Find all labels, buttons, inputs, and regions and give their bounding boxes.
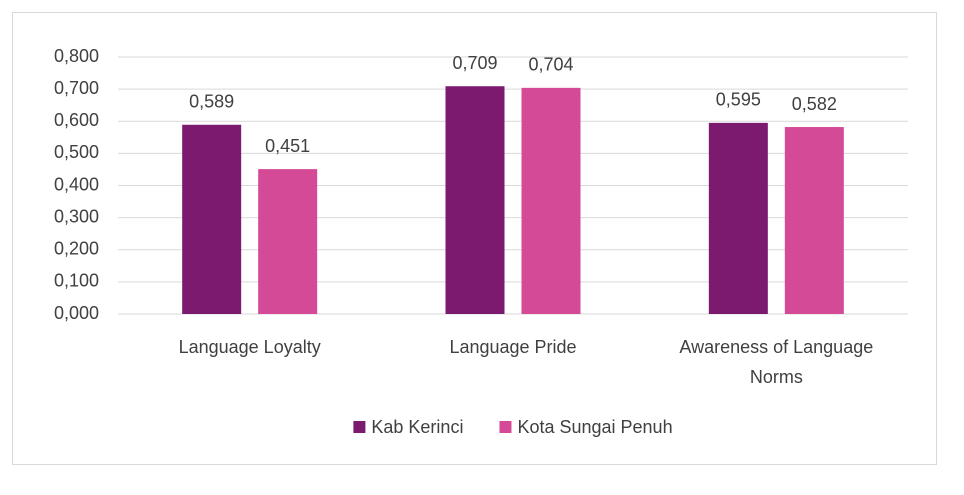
y-tick-label: 0,100 — [54, 271, 99, 291]
y-tick-label: 0,600 — [54, 110, 99, 130]
legend-swatch — [353, 421, 366, 433]
y-tick-label: 0,700 — [54, 78, 99, 98]
bar — [784, 127, 844, 314]
bar — [708, 122, 768, 314]
legend-swatch — [499, 421, 512, 433]
bar — [521, 87, 581, 314]
bar — [258, 169, 318, 314]
y-tick-label: 0,800 — [54, 46, 99, 66]
data-label: 0,451 — [265, 136, 310, 156]
y-tick-label: 0,400 — [54, 174, 99, 194]
y-tick-label: 0,300 — [54, 206, 99, 226]
y-tick-label: 0,500 — [54, 142, 99, 162]
x-tick-label: Language Loyalty — [178, 337, 321, 357]
bar — [182, 124, 242, 314]
bar — [445, 86, 505, 314]
legend-label: Kab Kerinci — [371, 417, 463, 437]
legend-label: Kota Sungai Penuh — [517, 417, 672, 437]
data-label: 0,595 — [716, 90, 761, 110]
x-tick-label: Awareness of Language Norms — [679, 337, 874, 387]
data-label: 0,582 — [792, 94, 837, 114]
x-tick-label: Language Pride — [449, 337, 577, 357]
data-label: 0,704 — [528, 55, 573, 75]
y-tick-label: 0,000 — [54, 303, 99, 323]
data-label: 0,589 — [189, 92, 234, 112]
y-tick-label: 0,200 — [54, 239, 99, 259]
data-label: 0,709 — [452, 53, 497, 73]
